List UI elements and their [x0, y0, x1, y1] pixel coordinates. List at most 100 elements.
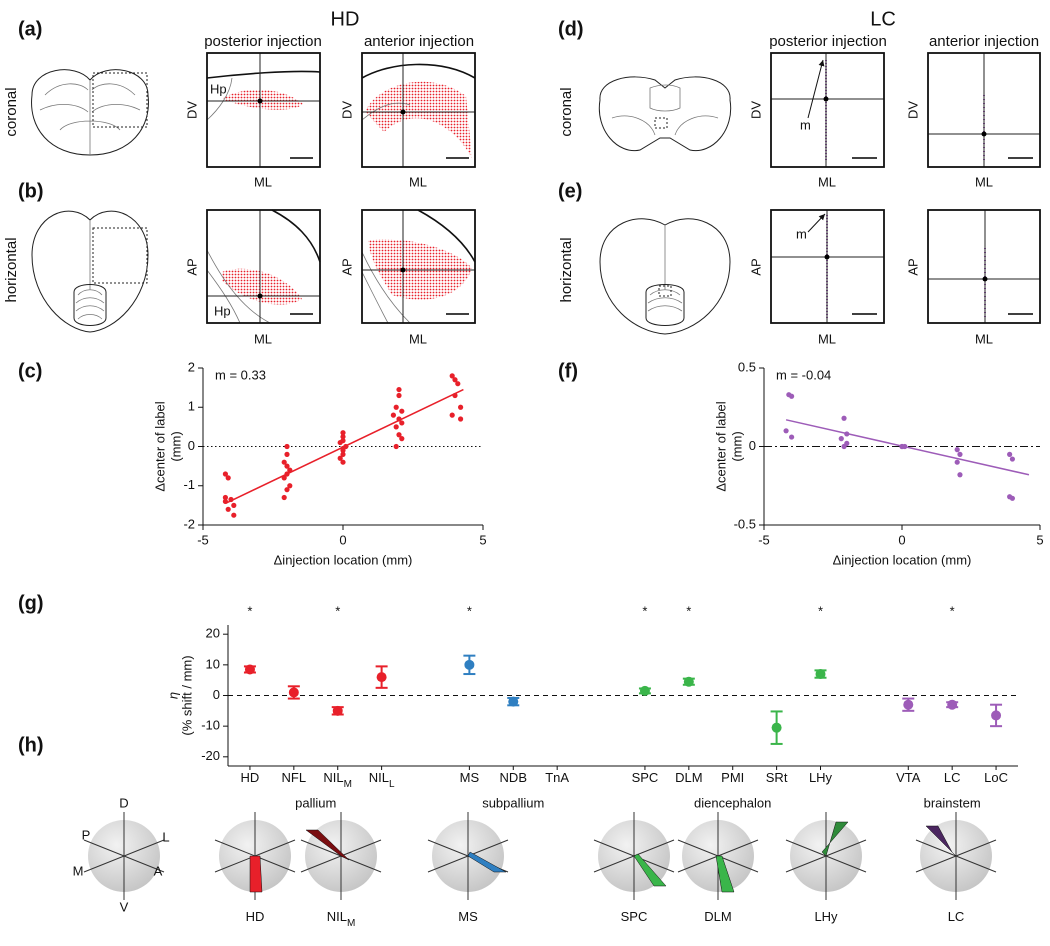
significance: *	[335, 603, 340, 618]
point	[337, 439, 343, 446]
point	[284, 487, 290, 493]
injection-plot	[257, 293, 263, 299]
point	[449, 373, 455, 379]
injection-plot	[927, 52, 1041, 168]
category: SPC	[632, 770, 659, 785]
mean-marker	[464, 659, 475, 670]
point	[340, 434, 346, 440]
point	[393, 404, 399, 410]
region-label: Hp	[214, 303, 231, 318]
point	[841, 443, 847, 450]
panel-label: (d)	[558, 18, 584, 40]
category-subscript: M	[344, 779, 352, 790]
point	[281, 459, 287, 465]
point	[222, 471, 228, 477]
x-axis-label: Δinjection location (mm)	[833, 552, 972, 567]
injection-plot	[361, 52, 476, 168]
schematic-horizontal	[75, 220, 105, 320]
x-tick-label: LHy	[809, 770, 833, 785]
injection-plot	[927, 209, 1041, 324]
y-tick-label: -2	[183, 516, 195, 531]
point	[281, 475, 287, 481]
sphere-subscript: M	[347, 918, 355, 929]
panel-label: (f)	[558, 360, 578, 382]
point	[458, 404, 464, 410]
point	[399, 436, 405, 442]
sphere-axis	[83, 839, 165, 873]
axis-label: ML	[409, 331, 427, 346]
point	[390, 412, 396, 418]
orientation-label: M	[73, 863, 84, 878]
orientation-label: P	[82, 827, 91, 842]
schematic-horizontal	[92, 227, 148, 284]
axis-label: AP	[905, 258, 920, 275]
y-tick-label: -20	[201, 748, 220, 763]
sphere-label: LHy	[814, 909, 838, 924]
direction-cone	[633, 853, 667, 887]
x-tick-label: MS	[460, 770, 480, 785]
point	[957, 451, 963, 457]
schematic-coronal	[39, 80, 141, 155]
y-tick-label: 10	[206, 656, 220, 671]
annotation: m = 0.33	[215, 367, 266, 382]
point	[287, 467, 293, 473]
sphere-name: LHy	[814, 909, 838, 924]
point	[789, 434, 795, 440]
direction-cone	[249, 855, 263, 893]
point	[954, 447, 960, 453]
injection-plot	[927, 209, 1041, 324]
point	[393, 443, 399, 450]
schematic-horizontal-lc	[599, 218, 731, 335]
mean-marker	[991, 710, 1002, 721]
y-tick-label: -10	[201, 718, 220, 733]
category: LHy	[809, 770, 833, 785]
injection-label: posterior injection	[769, 33, 887, 50]
point	[396, 392, 402, 399]
direction-cone	[821, 821, 849, 857]
point	[783, 428, 789, 434]
y-axis-label: Δcenter of label	[713, 401, 728, 491]
point	[396, 386, 402, 393]
point	[455, 381, 461, 387]
x-tick-label: DLM	[675, 770, 702, 785]
sphere-label: HD	[246, 909, 265, 924]
axis-label: AP	[184, 258, 199, 275]
y-axis-label: (% shift / mm)	[179, 655, 194, 735]
y-tick-label: 0.5	[738, 359, 756, 374]
group-label: pallium	[295, 795, 336, 810]
injection-plot	[257, 98, 263, 104]
category: MS	[460, 770, 480, 785]
plane-label: horizontal	[3, 237, 20, 302]
group-label: diencephalon	[694, 795, 771, 810]
axis-label: DV	[748, 101, 763, 119]
category: PMI	[721, 770, 744, 785]
point	[284, 451, 290, 457]
point	[399, 408, 405, 414]
injection-plot	[823, 96, 829, 102]
point	[844, 431, 850, 437]
mean-marker	[332, 705, 343, 716]
category: NDB	[500, 770, 527, 785]
point	[399, 420, 405, 426]
mean-marker	[288, 687, 299, 698]
point	[1007, 494, 1013, 500]
direction-cone	[925, 825, 957, 857]
point	[1009, 456, 1016, 462]
y-tick-label: 0	[213, 687, 220, 702]
plane-label: coronal	[3, 87, 20, 136]
category: VTA	[896, 770, 921, 785]
x-tick-label: 5	[479, 532, 486, 547]
marker-label: m	[800, 117, 811, 132]
sphere-label: LC	[948, 909, 965, 924]
axis-label: ML	[975, 174, 993, 189]
category: HD	[241, 770, 260, 785]
injection-plot	[927, 52, 1041, 168]
x-axis-label: Δinjection location (mm)	[274, 552, 413, 567]
schematic-coronal-lc	[654, 117, 668, 129]
axis-label: ML	[975, 331, 993, 346]
y-axis-label: (mm)	[729, 431, 744, 461]
sphere-label: SPC	[621, 909, 648, 924]
y-axis-label: η	[165, 692, 180, 699]
